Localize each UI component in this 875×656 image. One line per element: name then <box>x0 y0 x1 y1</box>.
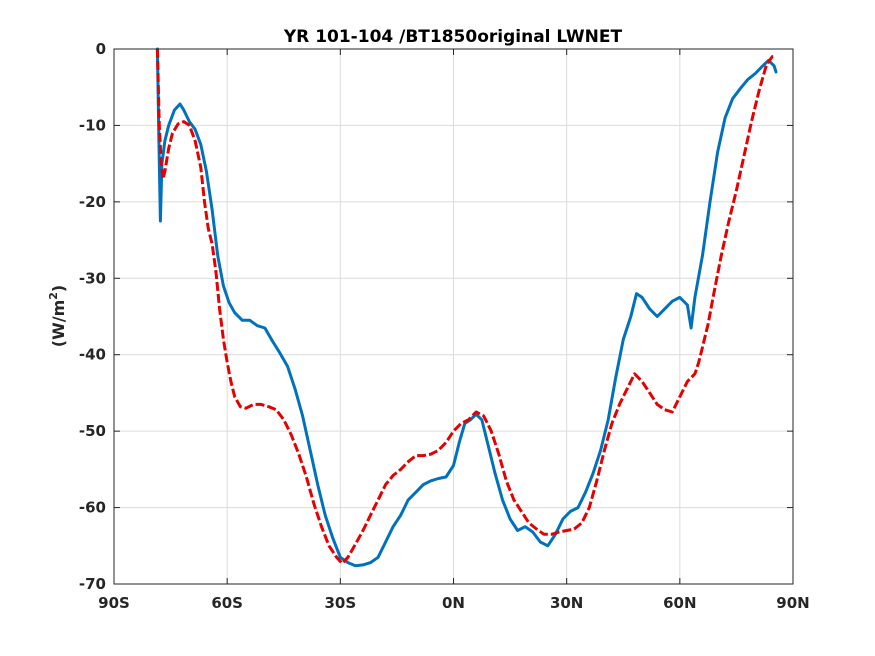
x-tick-label: 60S <box>211 594 243 612</box>
y-axis-label-close: ) <box>49 285 68 292</box>
y-axis-label: (W/m2) <box>47 285 68 347</box>
y-tick-label: -70 <box>79 575 106 593</box>
chart-title: YR 101-104 /BT1850original LWNET <box>283 27 623 47</box>
y-tick-label: -30 <box>79 269 106 287</box>
x-tick-label: 30S <box>324 594 356 612</box>
y-tick-label: 0 <box>96 40 106 58</box>
x-tick-label: 30N <box>550 594 583 612</box>
tick-labels: 90S 60S 30S 0N 30N 60N 90N 0 -10 -20 -30 -40 -50 -60 -… <box>79 40 810 612</box>
y-tick-label: -60 <box>79 499 106 517</box>
y-axis-label-superscript: 2 <box>47 292 60 300</box>
ticks <box>113 48 794 585</box>
x-tick-label: 0N <box>442 594 465 612</box>
x-tick-label: 90S <box>98 594 130 612</box>
y-tick-label: -10 <box>79 116 106 134</box>
y-tick-label: -20 <box>79 193 106 211</box>
series-line-1 <box>155 47 778 568</box>
y-axis-label-main: (W/m <box>49 300 68 347</box>
y-tick-label: -50 <box>79 422 106 440</box>
series-layer <box>155 47 778 568</box>
series-line-2 <box>155 48 776 565</box>
y-tick-label: -40 <box>79 346 106 364</box>
x-tick-label: 90N <box>776 594 809 612</box>
x-tick-label: 60N <box>663 594 696 612</box>
